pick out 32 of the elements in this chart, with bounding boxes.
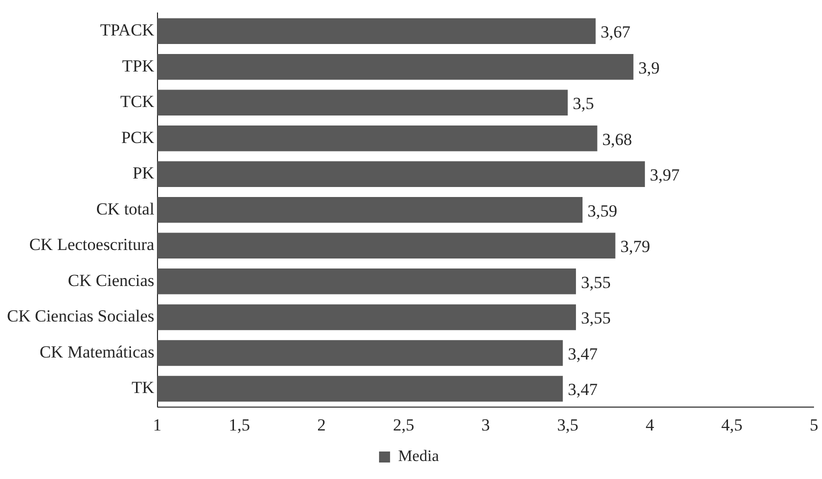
x-tick-label: 4 — [646, 415, 655, 434]
y-tick-label: PK — [132, 164, 156, 183]
data-label: 3,68 — [602, 130, 632, 149]
data-label: 3,79 — [620, 237, 650, 256]
y-tick-label: CK Ciencias — [68, 270, 154, 290]
data-label: 3,67 — [600, 22, 631, 42]
y-tick-label: TPACK — [100, 20, 156, 40]
y-tick-label: CK Lectoescritura — [29, 235, 155, 254]
x-tick-label: 2,5 — [392, 415, 414, 434]
x-tick-label: 1 — [153, 415, 162, 434]
y-tick-label: CK total — [96, 199, 155, 218]
y-tick-label: PCK — [121, 128, 156, 147]
y-tick-label: TPK — [122, 56, 156, 76]
x-tick-label: 5 — [810, 415, 818, 434]
data-label: 3,97 — [650, 166, 680, 185]
data-label: 3,47 — [568, 380, 598, 400]
data-label: 3,5 — [572, 94, 594, 114]
data-label: 3,55 — [580, 272, 611, 292]
x-tick-label: 4,5 — [721, 415, 743, 434]
data-label: 3,47 — [568, 344, 598, 364]
data-label: 3,55 — [580, 308, 611, 328]
data-label: 3,9 — [638, 58, 660, 78]
x-tick-label: 2 — [317, 415, 326, 434]
y-tick-label: CK Matemáticas — [40, 342, 154, 362]
legend-label: Media — [398, 448, 439, 466]
x-tick-label: 1,5 — [228, 415, 250, 434]
x-tick-label: 3,5 — [557, 415, 578, 434]
data-label: 3,59 — [588, 201, 618, 220]
x-tick-label: 3 — [481, 415, 490, 434]
y-tick-label: TK — [132, 378, 156, 398]
y-tick-label: TCK — [120, 92, 156, 112]
y-tick-label: CK Ciencias Sociales — [6, 306, 154, 326]
